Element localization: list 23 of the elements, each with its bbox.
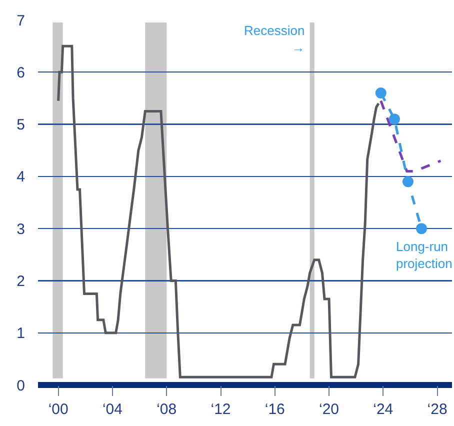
point — [402, 176, 414, 188]
x-tick-label: ‘00 — [48, 401, 68, 418]
y-tick-label: 3 — [16, 220, 25, 238]
y-tick-label: 2 — [16, 272, 25, 290]
y-tick-label: 4 — [16, 168, 25, 186]
y-tick-label: 5 — [16, 116, 25, 134]
annotation: Long-run projection — [396, 239, 452, 271]
x-tick-label: ‘16 — [264, 401, 285, 418]
point — [388, 114, 400, 125]
x-tick-label: ‘24 — [373, 401, 394, 418]
annotation: Recession → — [244, 23, 305, 55]
x-tick-label: ‘28 — [427, 401, 448, 418]
y-tick-label: 1 — [16, 325, 25, 342]
x-tick-label: ‘08 — [156, 401, 177, 418]
x-tick-label: ‘20 — [319, 401, 340, 418]
x-tick-label: ‘04 — [102, 401, 122, 418]
point — [416, 223, 427, 234]
x-tick-label: ‘12 — [210, 401, 231, 418]
y-tick-label: 7 — [16, 12, 25, 30]
y-tick-label: 6 — [16, 64, 25, 82]
point — [375, 88, 386, 98]
line-series — [57, 44, 380, 378]
y-tick-label: 0 — [16, 377, 25, 394]
